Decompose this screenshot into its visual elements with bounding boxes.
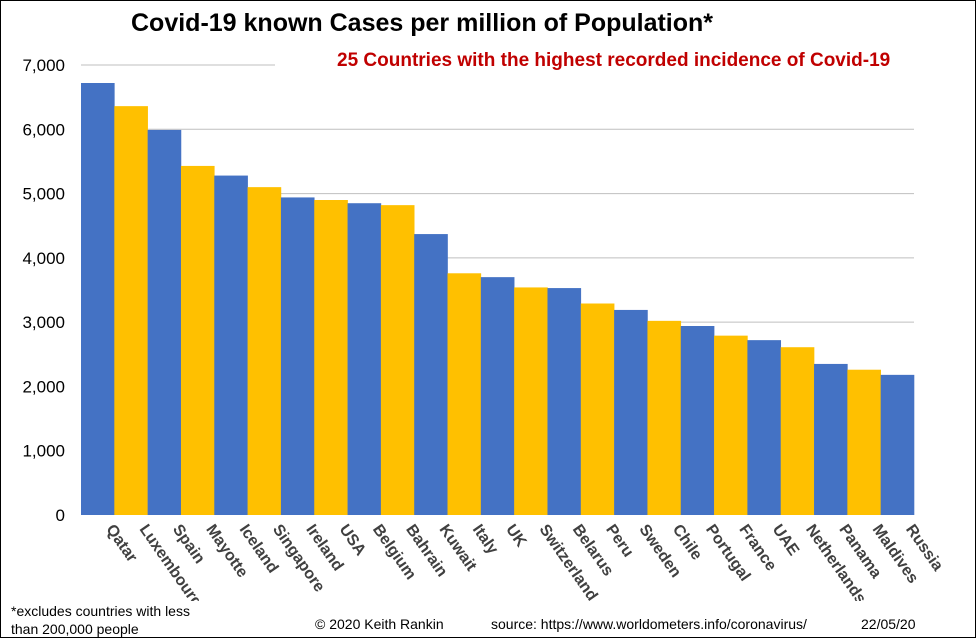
bar-russia [880,374,915,515]
bar-italy [447,273,482,515]
bar-mayotte [180,165,215,515]
source-text: source: https://www.worldometers.info/co… [491,616,807,632]
bar-switzerland [514,287,548,515]
bar-belarus [547,288,582,515]
bar-spain [147,129,182,515]
y-tick-label: 5,000 [22,185,65,204]
bar-chart: 0 1,000 2,000 3,000 4,000 5,000 6,000 7,000 Qat… [22,56,946,601]
bar-portugal [680,326,715,515]
bars [81,83,915,516]
bar-netherlands [780,347,815,515]
y-tick-label: 6,000 [22,120,65,139]
x-tick-label: Italy [469,522,501,558]
bar-sweden [614,309,648,515]
x-tick-label: USA [336,522,370,560]
bar-bahrain [380,205,415,515]
bar-chile [647,320,682,515]
bar-panama [814,363,848,515]
bar-ireland [280,197,315,515]
x-tick-label: UK [502,522,529,551]
bar-qatar [81,83,115,515]
bar-usa [314,200,348,515]
chart-title: Covid-19 known Cases per million of Popu… [131,9,714,37]
y-tick-label: 7,000 [22,56,65,75]
x-tick-label: Qatar [102,522,140,566]
bar-peru [580,303,615,515]
bar-maldives [847,369,881,515]
copyright-text: © 2020 Keith Rankin [315,616,444,632]
date-text: 22/05/20 [861,616,916,632]
x-axis-category-labels: QatarLuxembourgSpainMayotteIcelandSingap… [102,522,946,601]
bar-belgium [347,203,382,515]
y-axis-tick-labels: 0 1,000 2,000 3,000 4,000 5,000 6,000 7,000 [22,56,65,525]
y-tick-label: 4,000 [22,249,65,268]
bar-iceland [214,175,248,516]
y-tick-label: 1,000 [22,442,65,461]
footnote: *excludes countries with less than 200,0… [11,603,190,637]
y-tick-label: 2,000 [22,377,65,396]
bar-luxembourg [114,106,148,516]
bar-france [714,335,748,515]
y-tick-label: 3,000 [22,313,65,332]
y-tick-label: 0 [56,506,65,525]
bar-uk [480,277,515,515]
chart-subtitle: 25 Countries with the highest recorded i… [337,50,891,71]
bar-uae [747,340,782,515]
x-tick-label: UAE [769,522,802,560]
bar-singapore [247,187,282,515]
bar-kuwait [414,234,448,516]
x-tick-label: Peru [602,522,636,561]
